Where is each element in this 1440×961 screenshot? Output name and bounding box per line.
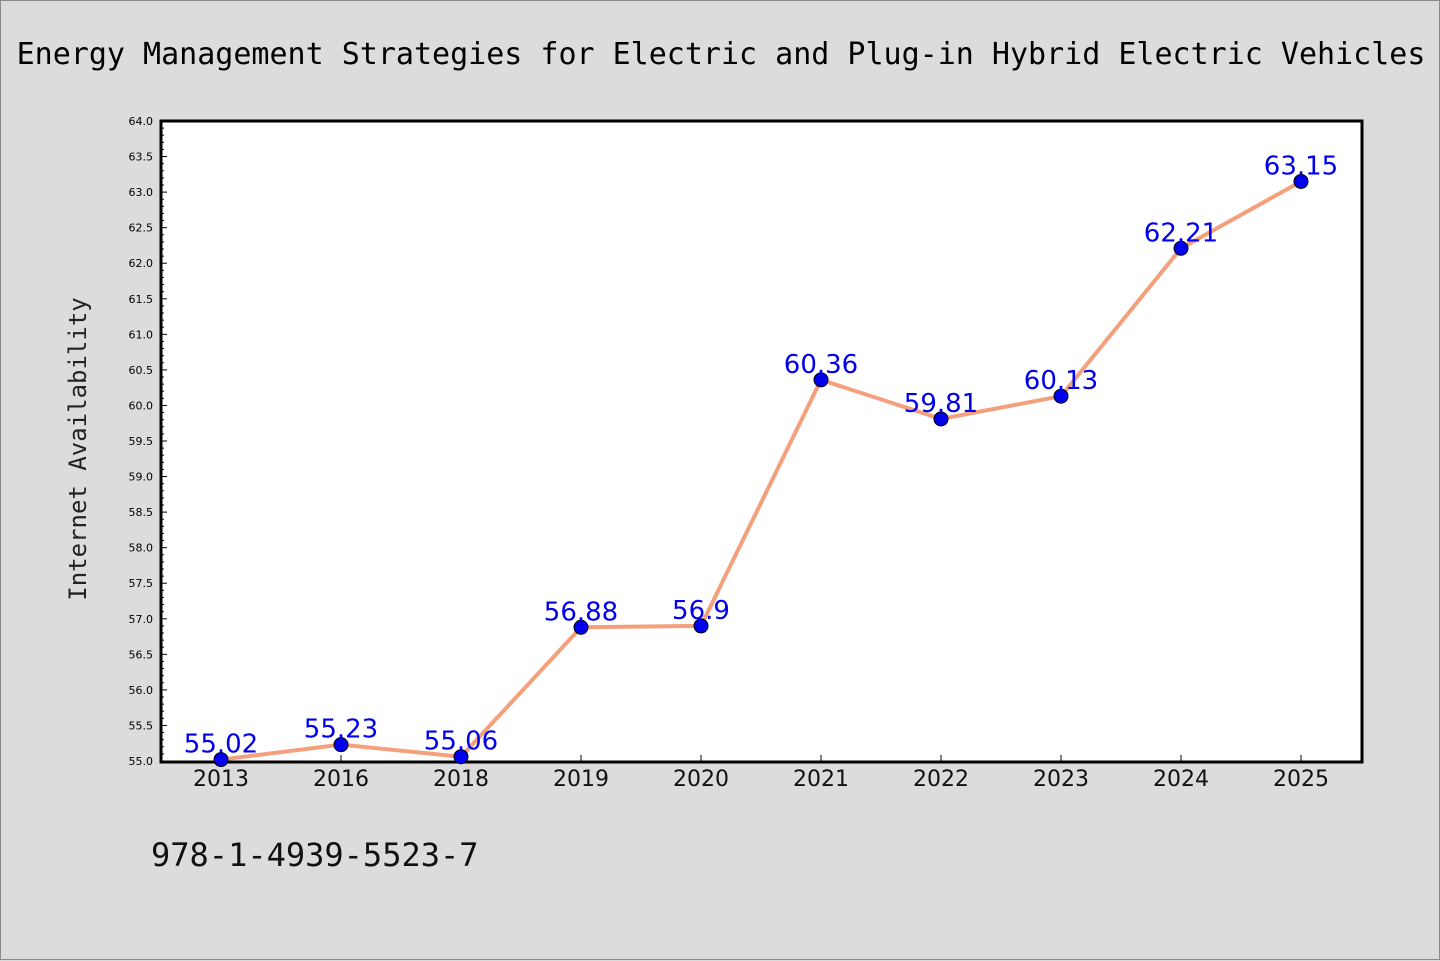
plot-area xyxy=(159,119,1364,764)
y-axis: 55.0 55.5 56.0 56.5 57.0 57.5 58.0 58.5 59.0 59.5… xyxy=(129,115,167,768)
y-tick-label: 63.0 xyxy=(129,186,154,199)
y-tick-label: 56.5 xyxy=(129,648,154,661)
data-labels: 55.02 55.23 55.06 56.88 56.9 60.36 59.81 60.13 6… xyxy=(184,151,1338,759)
data-label: 60.36 xyxy=(784,350,858,380)
x-tick-label: 2020 xyxy=(673,767,729,792)
x-tick-label: 2019 xyxy=(553,767,609,792)
x-tick-label: 2024 xyxy=(1153,767,1209,792)
x-tick-label: 2013 xyxy=(193,767,249,792)
data-label: 55.02 xyxy=(184,730,258,760)
y-tick-label: 55.0 xyxy=(129,755,154,768)
y-axis-title: Internet Availability xyxy=(64,297,92,600)
y-tick-label: 63.5 xyxy=(129,151,154,164)
y-tick-label: 59.5 xyxy=(129,435,154,448)
data-point xyxy=(1293,173,1309,189)
y-tick-label: 61.5 xyxy=(129,293,154,306)
y-tick-label: 62.0 xyxy=(129,257,154,270)
data-label: 56.9 xyxy=(672,596,730,626)
x-tick-label: 2016 xyxy=(313,767,369,792)
y-tick-label: 57.0 xyxy=(129,613,154,626)
y-tick-label: 55.5 xyxy=(129,719,154,732)
data-label: 56.88 xyxy=(544,597,618,627)
data-label: 62.21 xyxy=(1144,218,1218,248)
x-tick-label: 2018 xyxy=(433,767,489,792)
data-label: 59.81 xyxy=(904,389,978,419)
y-tick-label: 59.0 xyxy=(129,471,154,484)
data-label: 55.06 xyxy=(424,727,498,757)
data-point xyxy=(933,411,949,427)
y-tick-label: 56.0 xyxy=(129,684,154,697)
data-point xyxy=(1053,388,1069,404)
data-point xyxy=(573,619,589,635)
y-tick-label: 61.0 xyxy=(129,328,154,341)
data-label: 55.23 xyxy=(304,715,378,745)
series-line xyxy=(219,179,1303,762)
data-label: 63.15 xyxy=(1264,151,1338,181)
data-series xyxy=(213,173,1309,768)
x-tick-label: 2022 xyxy=(913,767,969,792)
x-axis: 2013 2016 2018 2019 2020 2021 2022 2023 2024 2025 xyxy=(193,755,1329,792)
y-tick-label: 64.0 xyxy=(129,115,154,128)
data-point xyxy=(1173,240,1189,256)
y-tick-label: 57.5 xyxy=(129,577,154,590)
y-tick-label: 60.0 xyxy=(129,399,154,412)
footer-isbn: 978-1-4939-5523-7 xyxy=(151,836,479,874)
data-point xyxy=(213,752,229,768)
y-tick-label: 60.5 xyxy=(129,364,154,377)
y-tick-label: 62.5 xyxy=(129,222,154,235)
x-tick-label: 2025 xyxy=(1273,767,1329,792)
data-label: 60.13 xyxy=(1024,366,1098,396)
y-tick-label: 58.0 xyxy=(129,542,154,555)
data-point xyxy=(813,372,829,388)
data-point xyxy=(333,737,349,753)
data-point xyxy=(453,749,469,765)
chart-title: Energy Management Strategies for Electri… xyxy=(17,37,1426,72)
x-tick-label: 2021 xyxy=(793,767,849,792)
data-point xyxy=(693,618,709,634)
x-tick-label: 2023 xyxy=(1033,767,1089,792)
y-tick-label: 58.5 xyxy=(129,506,154,519)
